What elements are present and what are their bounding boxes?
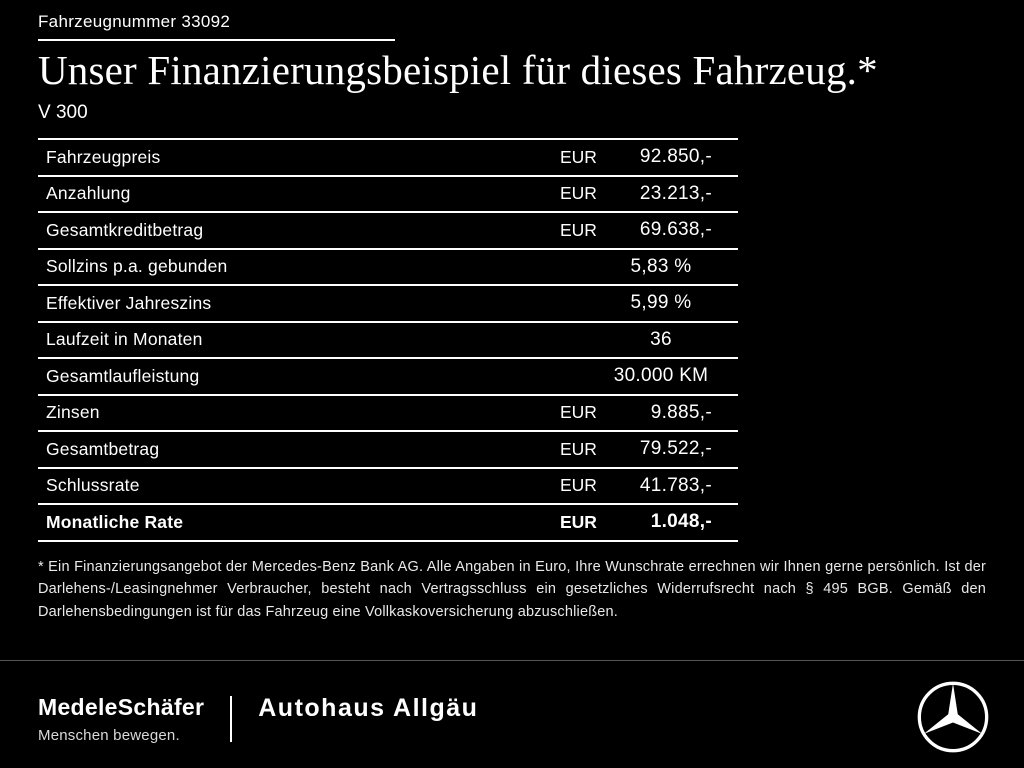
page-title: Unser Finanzierungsbeispiel für dieses F… — [38, 47, 878, 93]
finance-table-row: Fahrzeugpreis EUR 92.850,- — [38, 140, 738, 177]
finance-table-row: Laufzeit in Monaten 36 — [38, 323, 738, 360]
row-value: 92.850,- — [639, 146, 712, 168]
row-label: Gesamtkreditbetrag — [46, 219, 204, 240]
finance-table: Fahrzeugpreis EUR 92.850,- Anzahlung EUR… — [38, 138, 738, 542]
row-label: Gesamtbetrag — [46, 438, 160, 459]
row-value-area: 36 — [540, 329, 738, 351]
row-value: 23.213,- — [639, 182, 712, 204]
vehicle-model: V 300 — [38, 102, 88, 124]
row-value: 1.048,- — [650, 511, 712, 533]
row-value-area: EUR 69.638,- — [540, 219, 738, 241]
dealer-secondary-name: Autohaus Allgäu — [258, 694, 479, 722]
row-value-area: 30.000 KM — [540, 365, 738, 387]
row-label: Effektiver Jahreszins — [46, 292, 212, 313]
row-value: 5,83 % — [630, 255, 692, 277]
footer: MedeleSchäfer Menschen bewegen. Autohaus… — [38, 666, 990, 768]
row-value: 41.783,- — [639, 474, 712, 496]
row-currency: EUR — [560, 146, 597, 167]
row-value-area: EUR 23.213,- — [540, 183, 738, 205]
row-value-area: EUR 9.885,- — [540, 402, 738, 424]
row-value: 79.522,- — [639, 438, 712, 460]
row-value: 69.638,- — [639, 219, 712, 241]
header-underline — [38, 39, 395, 41]
row-label: Anzahlung — [46, 183, 131, 204]
row-value: 5,99 % — [630, 292, 692, 314]
row-value-area: EUR 1.048,- — [540, 511, 738, 533]
row-label: Laufzeit in Monaten — [46, 329, 203, 350]
row-currency: EUR — [560, 438, 597, 459]
dealer-primary-name: MedeleSchäfer — [38, 694, 205, 720]
row-label: Fahrzeugpreis — [46, 146, 161, 167]
row-value: 9.885,- — [650, 401, 712, 423]
row-value-area: EUR 41.783,- — [540, 475, 738, 497]
row-value: 30.000 KM — [613, 365, 709, 387]
finance-table-row: Zinsen EUR 9.885,- — [38, 396, 738, 433]
row-label: Monatliche Rate — [46, 511, 184, 532]
footer-vertical-divider — [230, 696, 233, 742]
finance-table-row: Sollzins p.a. gebunden 5,83 % — [38, 250, 738, 287]
row-value-area: EUR 92.850,- — [540, 146, 738, 168]
row-currency: EUR — [560, 475, 597, 496]
finance-table-row: Gesamtkreditbetrag EUR 69.638,- — [38, 213, 738, 250]
row-value: 36 — [650, 328, 672, 350]
dealer-primary-tagline: Menschen bewegen. — [38, 727, 180, 744]
row-value-area: 5,99 % — [540, 292, 738, 314]
finance-table-row: Effektiver Jahreszins 5,99 % — [38, 286, 738, 323]
dealer-primary-logo: MedeleSchäfer Menschen bewegen. — [38, 694, 204, 744]
finance-table-row: Monatliche Rate EUR 1.048,- — [38, 505, 738, 542]
row-currency: EUR — [560, 183, 597, 204]
finance-table-row: Gesamtlaufleistung 30.000 KM — [38, 359, 738, 396]
row-label: Zinsen — [46, 402, 100, 423]
mercedes-star-icon — [917, 681, 989, 753]
vehicle-number: Fahrzeugnummer 33092 — [38, 12, 231, 31]
row-label: Sollzins p.a. gebunden — [46, 256, 228, 277]
row-value-area: EUR 79.522,- — [540, 438, 738, 460]
row-label: Gesamtlaufleistung — [46, 365, 200, 386]
finance-table-row: Anzahlung EUR 23.213,- — [38, 177, 738, 214]
footnote: * Ein Finanzierungsangebot der Mercedes-… — [38, 558, 986, 620]
row-label: Schlussrate — [46, 475, 140, 496]
footer-divider — [0, 660, 1024, 661]
row-currency: EUR — [560, 402, 597, 423]
finance-table-row: Gesamtbetrag EUR 79.522,- — [38, 432, 738, 469]
row-value-area: 5,83 % — [540, 256, 738, 278]
finance-table-row: Schlussrate EUR 41.783,- — [38, 469, 738, 506]
row-currency: EUR — [560, 219, 597, 240]
row-currency: EUR — [560, 511, 597, 532]
